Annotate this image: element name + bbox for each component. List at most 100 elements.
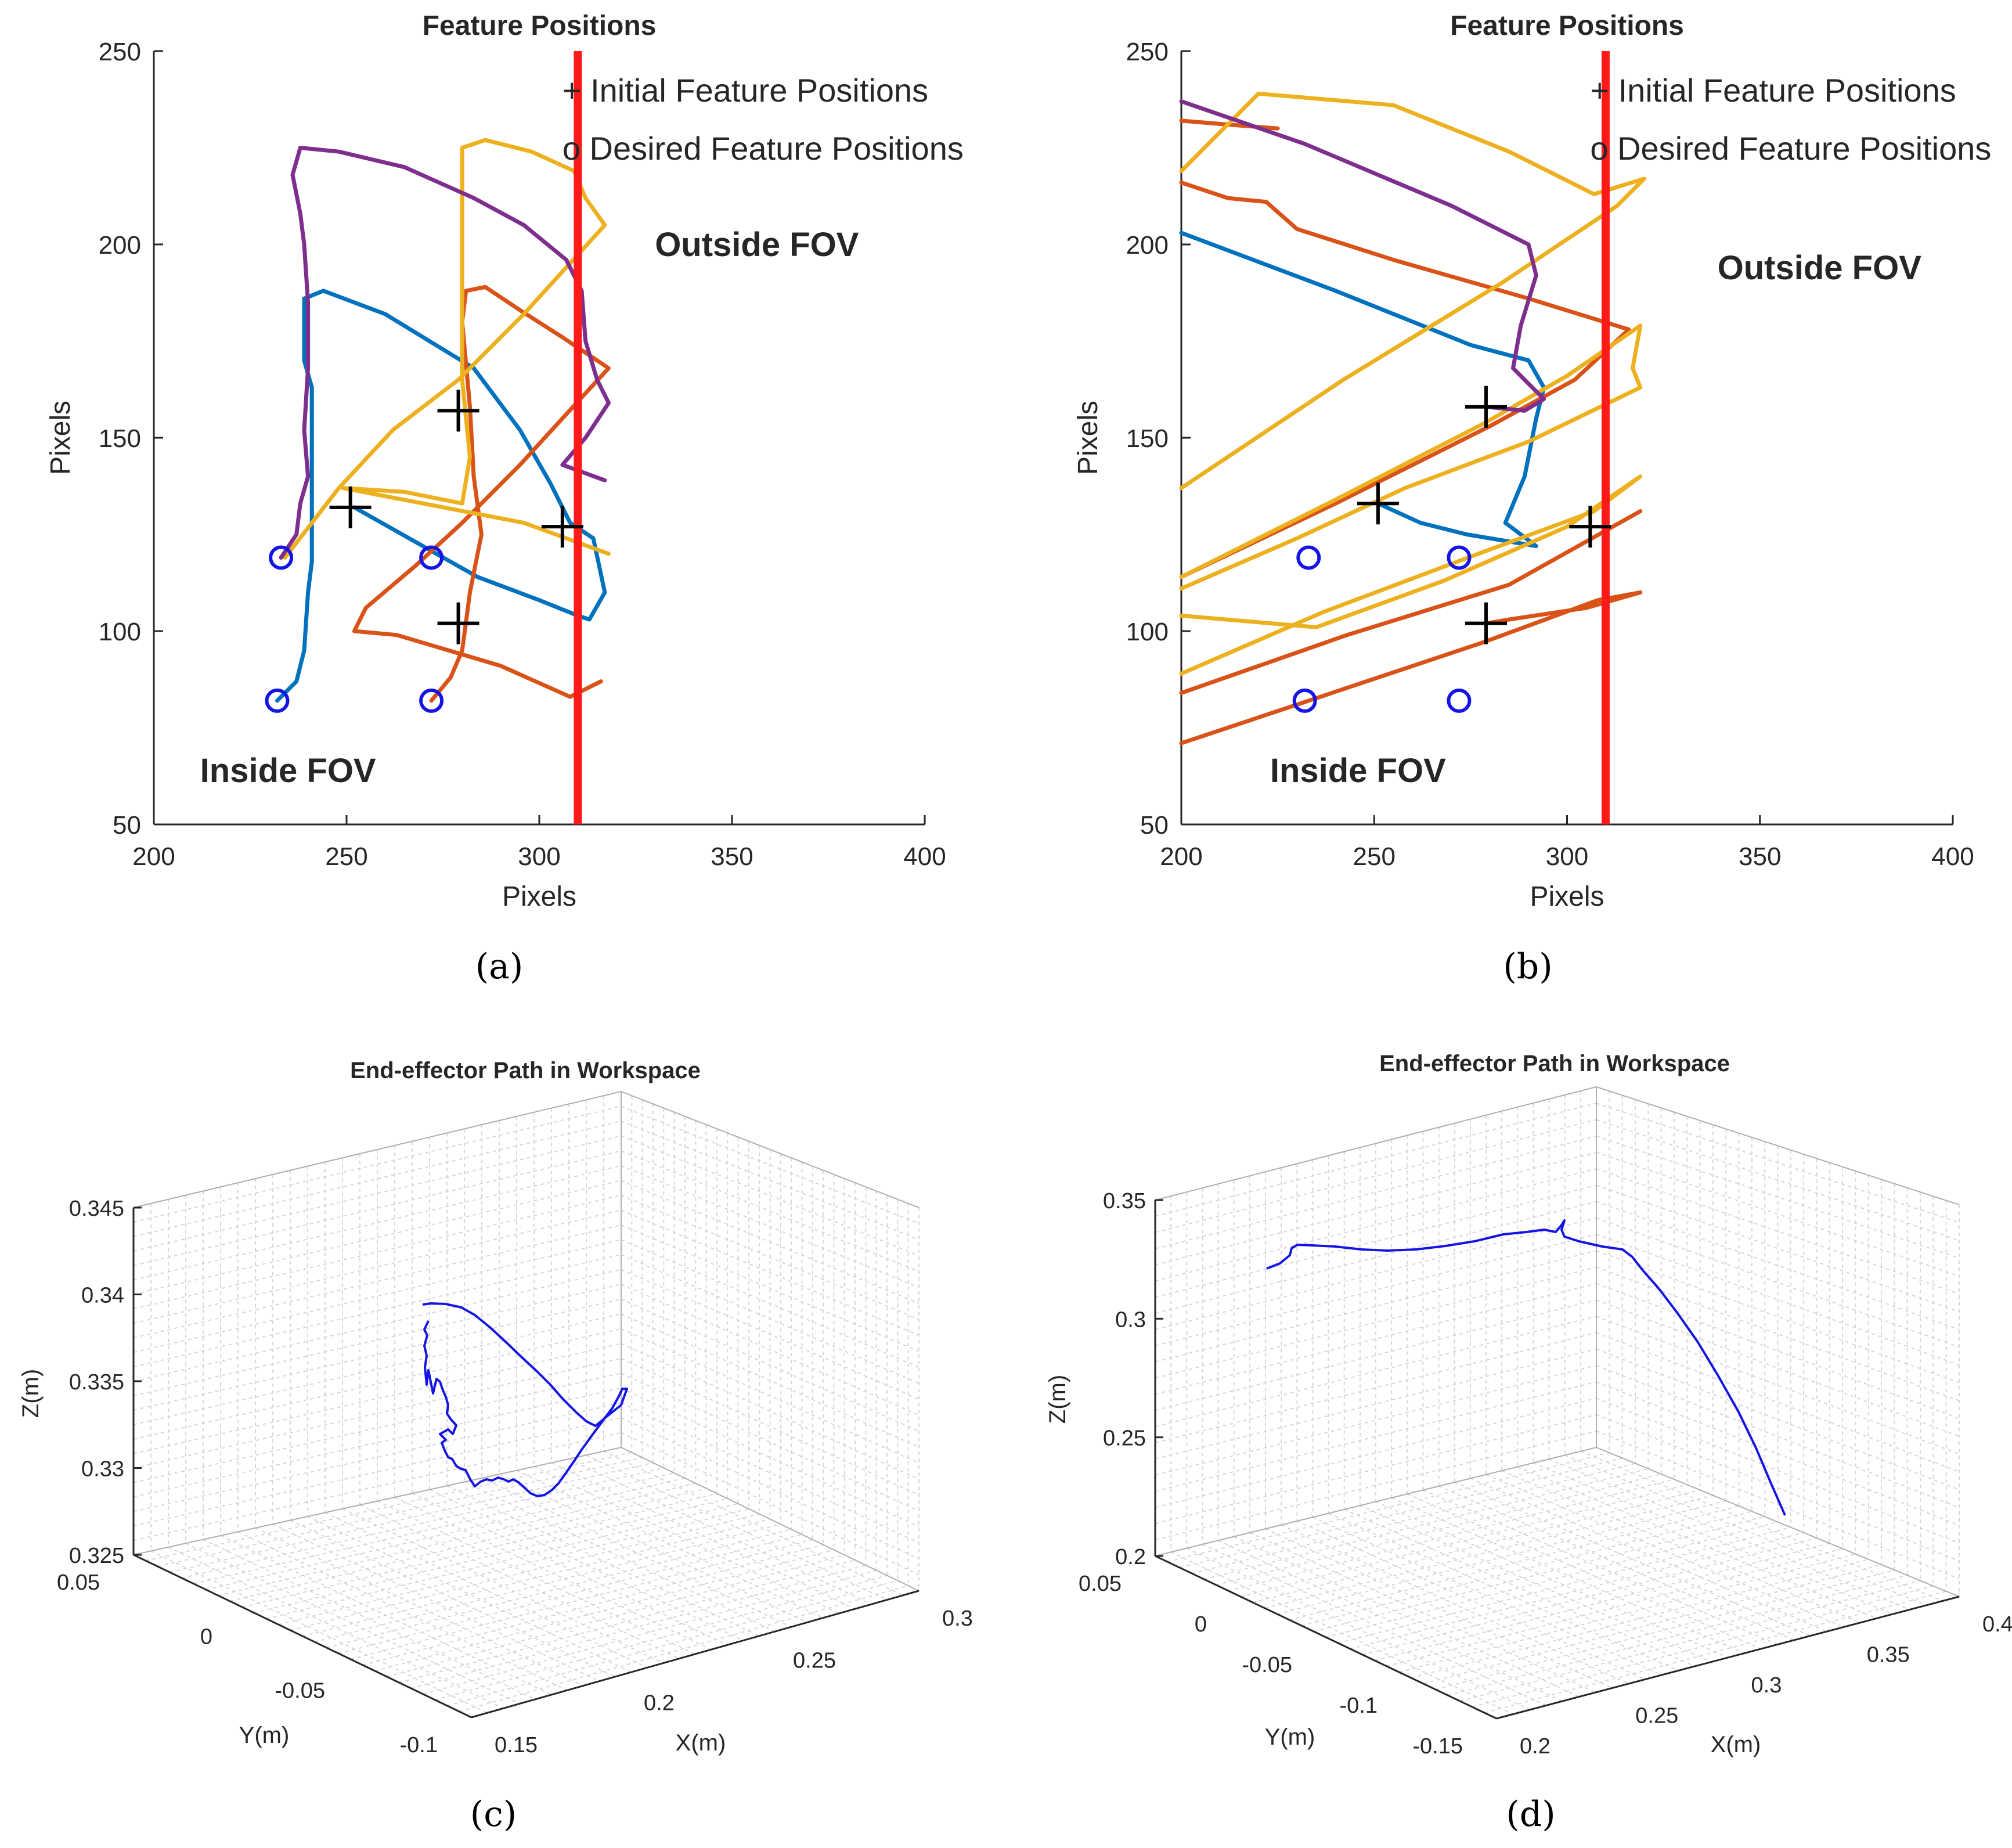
y-tick-label: 150: [1126, 424, 1169, 453]
y-tick-label: 0.05: [57, 1570, 100, 1595]
panel-d-end-effector-path: 0.35 0.3 0.25 0.2 0.05 0 -0.05 -0.1 -0.15 0.2 0.25…: [1045, 1051, 2012, 1759]
y-tick-label: 100: [99, 618, 141, 646]
box-back-edge: [621, 1091, 920, 1208]
x-tick-label: 400: [903, 842, 946, 871]
desired-feature-marker: [419, 545, 444, 570]
box-back-edge: [1155, 1086, 1597, 1201]
initial-feature-marker: [1357, 482, 1399, 525]
chart-title: End-effector Path in Workspace: [350, 1058, 701, 1083]
y-tick-label: -0.15: [1412, 1734, 1463, 1759]
series-line-feature-1: [275, 289, 607, 703]
x-tick-label: 250: [1353, 842, 1396, 871]
box-back-edge: [1155, 1447, 1597, 1557]
initial-feature-marker: [1465, 602, 1507, 644]
y-tick-label: 250: [99, 38, 141, 66]
legend-desired-label: o Desired Feature Positions: [1590, 130, 1991, 167]
initial-feature-marker: [437, 602, 479, 644]
box-back-edge: [133, 1447, 622, 1555]
x-tick-label: 0.4: [1982, 1612, 2012, 1637]
series-line-feature-4: [279, 146, 611, 560]
outside-fov-label: Outside FOV: [1718, 249, 1922, 287]
x-tick-label: 0.25: [1635, 1704, 1678, 1728]
box-back-edge: [1596, 1086, 1960, 1205]
y-axis-label: Pixels: [1073, 401, 1104, 475]
grid-left-wall: [133, 1091, 622, 1555]
y-tick-label: 200: [99, 231, 141, 260]
box-back-edge: [621, 1447, 920, 1591]
series-line-feature-3: [283, 138, 611, 560]
y-tick-label: 0: [200, 1624, 212, 1649]
x-tick-label: 0.25: [793, 1649, 836, 1673]
y-tick-label: 250: [1126, 38, 1169, 66]
y-tick-label: -0.05: [275, 1679, 325, 1703]
x-tick-label: 0.15: [495, 1733, 538, 1757]
y-tick-label: 200: [1126, 231, 1169, 260]
series-line-feature-2: [1179, 590, 1643, 745]
y-tick-label: 50: [1140, 811, 1169, 840]
z-tick-label: 0.325: [69, 1544, 124, 1568]
x-axis-line: [471, 1590, 920, 1719]
y-axis-label: Y(m): [1265, 1724, 1315, 1750]
x-tick-label: 350: [1739, 842, 1781, 871]
series-line-feature-9: [1179, 99, 1546, 413]
box-back-edge: [1596, 1447, 1960, 1597]
x-axis-line: [1496, 1595, 1960, 1720]
box-back-edge: [133, 1091, 622, 1208]
z-tick-label: 0.25: [1103, 1426, 1146, 1451]
x-tick-label: 0.2: [644, 1691, 675, 1715]
y-tick-label: 0: [1195, 1612, 1207, 1637]
inside-fov-label: Inside FOV: [200, 752, 376, 790]
z-tick-label: 0.35: [1103, 1189, 1146, 1213]
end-effector-path-line: [422, 1302, 628, 1497]
x-axis-label: Pixels: [1530, 881, 1604, 912]
y-axis-line: [1155, 1555, 1497, 1720]
caption-a: (a): [475, 946, 524, 987]
y-axis-label: Pixels: [45, 401, 76, 475]
initial-feature-marker: [437, 390, 479, 432]
z-tick-label: 0.335: [69, 1370, 124, 1395]
z-axis-label: Z(m): [18, 1369, 44, 1418]
desired-feature-marker: [1447, 688, 1472, 713]
desired-feature-marker: [1296, 545, 1321, 570]
inside-fov-label: Inside FOV: [1270, 752, 1446, 790]
x-tick-label: 0.3: [942, 1606, 973, 1631]
x-tick-label: 0.2: [1520, 1734, 1551, 1759]
legend-initial-label: + Initial Feature Positions: [1590, 72, 1956, 109]
series-line-feature-8: [1179, 91, 1646, 491]
chart-title: End-effector Path in Workspace: [1379, 1051, 1730, 1076]
x-tick-label: 0.35: [1867, 1643, 1910, 1667]
end-effector-path-line: [1266, 1219, 1786, 1516]
y-tick-label: -0.05: [1242, 1653, 1292, 1677]
initial-feature-marker: [329, 486, 372, 528]
x-tick-label: 200: [1160, 842, 1202, 871]
y-tick-label: -0.1: [1340, 1694, 1378, 1718]
y-tick-label: 50: [113, 811, 141, 840]
desired-feature-marker: [265, 688, 290, 713]
series-line-feature-2: [352, 284, 611, 703]
series-line-feature-6: [1179, 474, 1643, 676]
x-axis-label: X(m): [1711, 1732, 1761, 1757]
grid-left-wall: [1155, 1086, 1597, 1557]
y-axis-label: Y(m): [239, 1723, 290, 1748]
desired-feature-marker: [269, 545, 294, 570]
initial-feature-marker: [541, 506, 583, 548]
x-tick-label: 300: [1546, 842, 1588, 871]
x-tick-label: 250: [325, 842, 367, 871]
panel-b-feature-positions: 200 250 300 350 400 50 100 150 200 250 Feature Pos…: [1073, 10, 1991, 912]
x-tick-label: 350: [711, 842, 753, 871]
caption-b: (b): [1503, 946, 1552, 987]
z-tick-label: 0.3: [1115, 1307, 1146, 1332]
grid-right-wall: [621, 1091, 920, 1591]
caption-c: (c): [470, 1794, 517, 1835]
y-tick-label: -0.1: [400, 1733, 438, 1757]
z-tick-label: 0.33: [81, 1457, 124, 1482]
series-line-feature-1: [1179, 230, 1546, 548]
x-axis-label: X(m): [676, 1730, 726, 1756]
z-axis-label: Z(m): [1045, 1375, 1070, 1424]
x-axis-label: Pixels: [502, 881, 576, 912]
y-axis-line: [133, 1554, 472, 1719]
z-tick-label: 0.2: [1115, 1545, 1146, 1569]
desired-feature-marker: [1447, 545, 1472, 570]
